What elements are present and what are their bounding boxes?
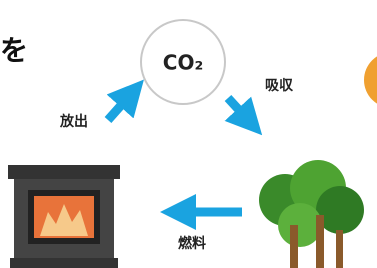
carbon-cycle: を CO₂ 放出 吸収 燃料 <box>0 0 377 268</box>
trees <box>259 160 364 268</box>
fuel-label: 燃料 <box>178 235 206 252</box>
absorption-arrow <box>228 98 250 122</box>
partial-text: を <box>0 34 28 67</box>
stove <box>8 165 120 268</box>
co2-label: CO₂ <box>163 51 203 75</box>
emission-arrow <box>108 93 132 120</box>
orange-circle <box>364 52 377 108</box>
diagram: を CO₂ 放出 吸収 燃料 <box>0 0 377 268</box>
absorption-label: 吸収 <box>265 77 294 94</box>
emission-label: 放出 <box>59 113 88 130</box>
